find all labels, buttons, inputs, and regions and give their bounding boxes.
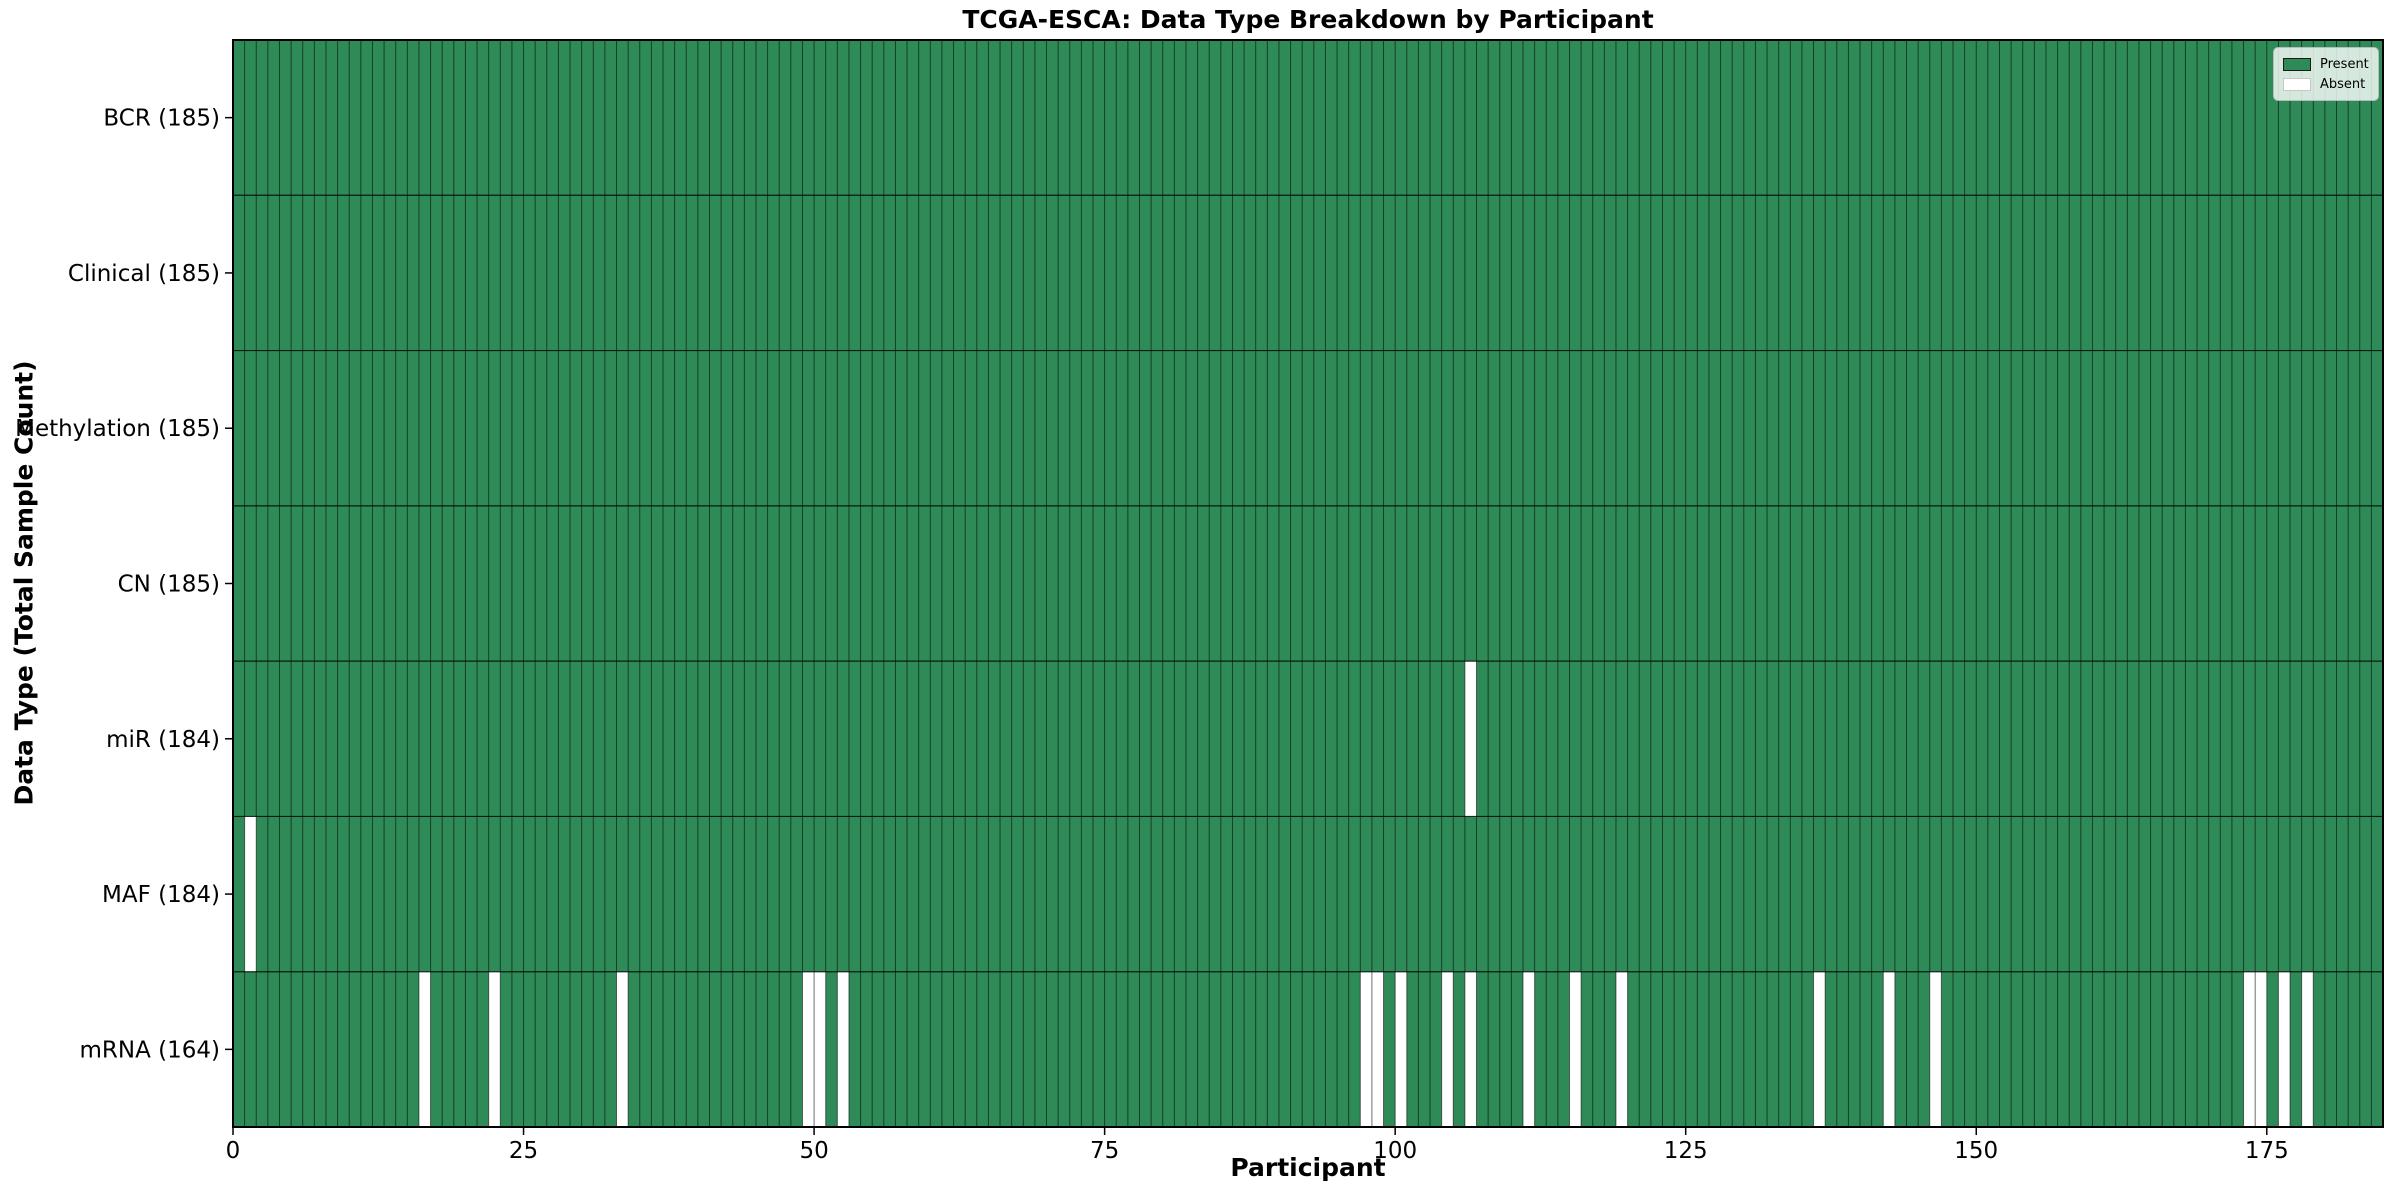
- legend-item-absent: Absent: [2283, 74, 2369, 94]
- absent-cell-mRNA-173: [2243, 971, 2256, 1127]
- y-tick-label-Methylation: Methylation (185): [15, 416, 220, 442]
- absent-cell-mRNA-52: [837, 971, 849, 1127]
- y-tick-label-MAF: MAF (184): [102, 882, 220, 908]
- x-tick-label: 50: [799, 1138, 828, 1164]
- absent-cell-mRNA-50: [814, 971, 826, 1127]
- x-tick-label: 25: [509, 1138, 538, 1164]
- absent-cell-mRNA-176: [2278, 971, 2291, 1127]
- absent-cell-mRNA-33: [616, 971, 629, 1127]
- absent-swatch: [2283, 77, 2311, 91]
- y-tick-label-miR: miR (184): [106, 727, 220, 753]
- absent-cell-mRNA-22: [488, 971, 501, 1127]
- absent-cell-mRNA-115: [1569, 971, 1582, 1127]
- absent-cell-mRNA-178: [2301, 971, 2314, 1127]
- x-tick-label: 100: [1373, 1138, 1417, 1164]
- absent-cell-mRNA-106: [1464, 971, 1477, 1127]
- legend: Present Absent: [2273, 47, 2379, 101]
- y-tick-label-mRNA: mRNA (164): [80, 1037, 220, 1063]
- absent-cell-mRNA-104: [1441, 971, 1454, 1127]
- plot-border: [232, 39, 2384, 1128]
- x-tick-label: 125: [1664, 1138, 1708, 1164]
- x-tick-label: 0: [226, 1138, 241, 1164]
- chart-title: TCGA-ESCA: Data Type Breakdown by Partic…: [962, 5, 1654, 34]
- absent-cell-MAF-1: [244, 816, 257, 972]
- absent-cell-mRNA-97: [1360, 971, 1372, 1127]
- x-tick-label: 75: [1090, 1138, 1119, 1164]
- y-tick-label-Clinical: Clinical (185): [68, 261, 220, 287]
- legend-label-present: Present: [2320, 56, 2369, 72]
- absent-cell-mRNA-100: [1395, 971, 1407, 1127]
- absent-cell-mRNA-111: [1523, 971, 1535, 1127]
- absent-cell-mRNA-49: [802, 971, 815, 1127]
- absent-cell-mRNA-98: [1371, 971, 1384, 1127]
- x-axis-label: Participant: [1230, 1153, 1386, 1182]
- absent-cell-mRNA-146: [1929, 971, 1942, 1127]
- absent-cell-mRNA-136: [1813, 971, 1826, 1127]
- absent-cell-mRNA-119: [1615, 971, 1628, 1127]
- y-tick-label-BCR: BCR (185): [103, 106, 220, 132]
- absent-cell-mRNA-16: [418, 971, 431, 1127]
- absent-cell-mRNA-174: [2255, 971, 2267, 1127]
- absent-cell-mRNA-142: [1883, 971, 1895, 1127]
- x-tick-label: 150: [1954, 1138, 1998, 1164]
- legend-label-absent: Absent: [2320, 76, 2366, 92]
- present-cells-backdrop: [233, 40, 2383, 1127]
- absent-cell-miR-106: [1464, 661, 1477, 817]
- x-tick-label: 175: [2245, 1138, 2289, 1164]
- legend-item-present: Present: [2283, 54, 2369, 74]
- present-swatch: [2283, 57, 2311, 71]
- y-tick-label-CN: CN (185): [118, 572, 220, 598]
